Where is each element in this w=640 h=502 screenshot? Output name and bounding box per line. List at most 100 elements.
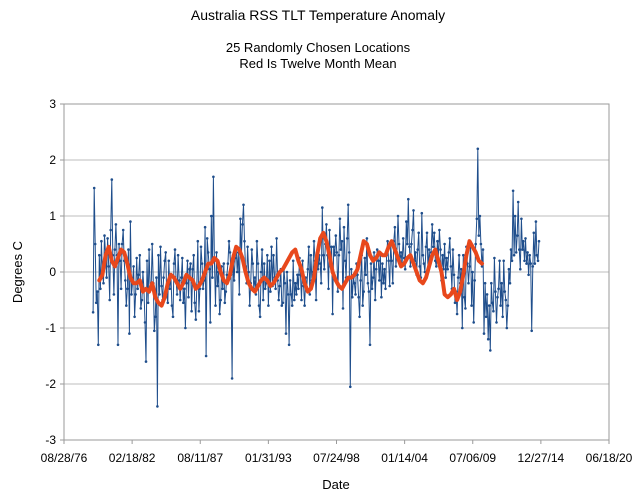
monthly-point-315 — [418, 265, 422, 268]
monthly-point-27 — [119, 287, 123, 291]
monthly-point-393 — [499, 304, 502, 307]
monthly-point-106 — [201, 287, 205, 291]
monthly-point-274 — [375, 248, 379, 251]
monthly-point-406 — [512, 253, 516, 257]
monthly-point-192 — [290, 304, 294, 307]
monthly-point-122 — [218, 312, 221, 316]
monthly-point-185 — [283, 281, 287, 285]
monthly-point-123 — [219, 298, 222, 302]
monthly-point-358 — [463, 295, 466, 299]
monthly-point-282 — [384, 287, 387, 291]
monthly-point-92 — [187, 295, 190, 299]
monthly-point-83 — [177, 279, 181, 282]
monthly-point-220 — [319, 281, 323, 285]
monthly-point-419 — [526, 251, 529, 254]
monthly-point-26 — [118, 259, 122, 263]
monthly-point-105 — [200, 262, 204, 265]
monthly-point-52 — [145, 259, 149, 263]
monthly-point-98 — [193, 301, 196, 305]
monthly-point-43 — [136, 287, 139, 291]
monthly-point-353 — [457, 253, 461, 257]
monthly-point-302 — [405, 220, 408, 223]
monthly-point-13 — [105, 276, 108, 279]
monthly-point-426 — [533, 262, 537, 265]
monthly-point-295 — [397, 242, 401, 246]
monthly-point-91 — [186, 259, 189, 263]
monthly-point-407 — [513, 214, 517, 218]
monthly-point-10 — [102, 281, 105, 285]
monthly-point-11 — [103, 234, 106, 237]
monthly-point-114 — [210, 214, 213, 218]
monthly-point-15 — [107, 265, 110, 268]
monthly-point-129 — [225, 273, 229, 277]
monthly-point-248 — [349, 385, 352, 389]
monthly-point-33 — [126, 287, 129, 291]
monthly-point-332 — [436, 239, 439, 243]
monthly-point-258 — [359, 279, 362, 282]
monthly-point-44 — [137, 273, 140, 277]
monthly-point-317 — [420, 211, 424, 215]
monthly-point-264 — [365, 237, 369, 240]
monthly-point-64 — [158, 293, 161, 296]
monthly-point-363 — [468, 265, 471, 268]
monthly-point-394 — [500, 281, 504, 285]
monthly-point-256 — [357, 295, 360, 299]
monthly-point-89 — [184, 326, 187, 330]
monthly-point-311 — [414, 251, 417, 254]
monthly-point-397 — [503, 290, 507, 293]
monthly-point-231 — [331, 312, 334, 316]
x-axis-ticks: 08/28/76 02/18/82 08/11/87 01/31/93 07/24/98… — [41, 440, 633, 465]
monthly-point-45 — [138, 253, 142, 257]
monthly-point-417 — [524, 237, 527, 240]
monthly-point-35 — [128, 332, 131, 335]
monthly-point-423 — [530, 329, 533, 333]
monthly-point-414 — [521, 248, 524, 251]
monthly-point-99 — [194, 318, 198, 321]
monthly-point-14 — [106, 237, 109, 240]
monthly-point-76 — [170, 304, 174, 307]
monthly-point-87 — [182, 301, 185, 305]
y-tick-label-1: 2 — [49, 153, 56, 167]
y-axis-ticks: 3 2 1 0 -1 -2 -3 — [45, 97, 64, 447]
monthly-point-198 — [297, 287, 300, 291]
monthly-point-271 — [372, 251, 376, 254]
monthly-point-314 — [417, 231, 421, 235]
monthly-point-374 — [479, 242, 483, 246]
monthly-point-428 — [535, 253, 539, 257]
monthly-point-169 — [267, 304, 270, 307]
monthly-point-17 — [109, 228, 112, 232]
monthly-point-235 — [335, 251, 339, 254]
monthly-point-242 — [342, 225, 346, 229]
x-tick-label-5: 01/14/04 — [381, 451, 428, 465]
monthly-point-243 — [343, 259, 347, 263]
monthly-point-401 — [507, 267, 511, 271]
monthly-point-321 — [424, 245, 428, 249]
monthly-point-262 — [363, 256, 367, 260]
monthly-point-257 — [358, 315, 361, 319]
monthly-point-90 — [185, 281, 188, 285]
monthly-point-385 — [491, 301, 494, 305]
monthly-point-4 — [96, 290, 99, 293]
monthly-point-303 — [406, 242, 409, 246]
monthly-point-139 — [235, 270, 239, 274]
monthly-point-373 — [478, 214, 482, 218]
monthly-point-344 — [448, 237, 452, 240]
monthly-point-429 — [536, 259, 540, 263]
monthly-point-408 — [514, 251, 518, 254]
monthly-point-413 — [520, 217, 523, 221]
monthly-point-288 — [390, 259, 394, 263]
monthly-point-308 — [411, 228, 414, 232]
monthly-point-1 — [92, 186, 96, 190]
monthly-point-322 — [425, 231, 429, 235]
monthly-point-279 — [381, 262, 384, 265]
monthly-point-97 — [192, 253, 195, 257]
monthly-point-53 — [146, 301, 150, 305]
monthly-point-369 — [474, 242, 478, 246]
monthly-point-241 — [341, 307, 345, 310]
monthly-point-36 — [129, 220, 132, 223]
monthly-point-347 — [451, 248, 455, 251]
monthly-point-263 — [364, 273, 368, 277]
monthly-point-272 — [373, 298, 377, 302]
monthly-point-348 — [452, 273, 456, 277]
monthly-point-172 — [270, 245, 273, 249]
